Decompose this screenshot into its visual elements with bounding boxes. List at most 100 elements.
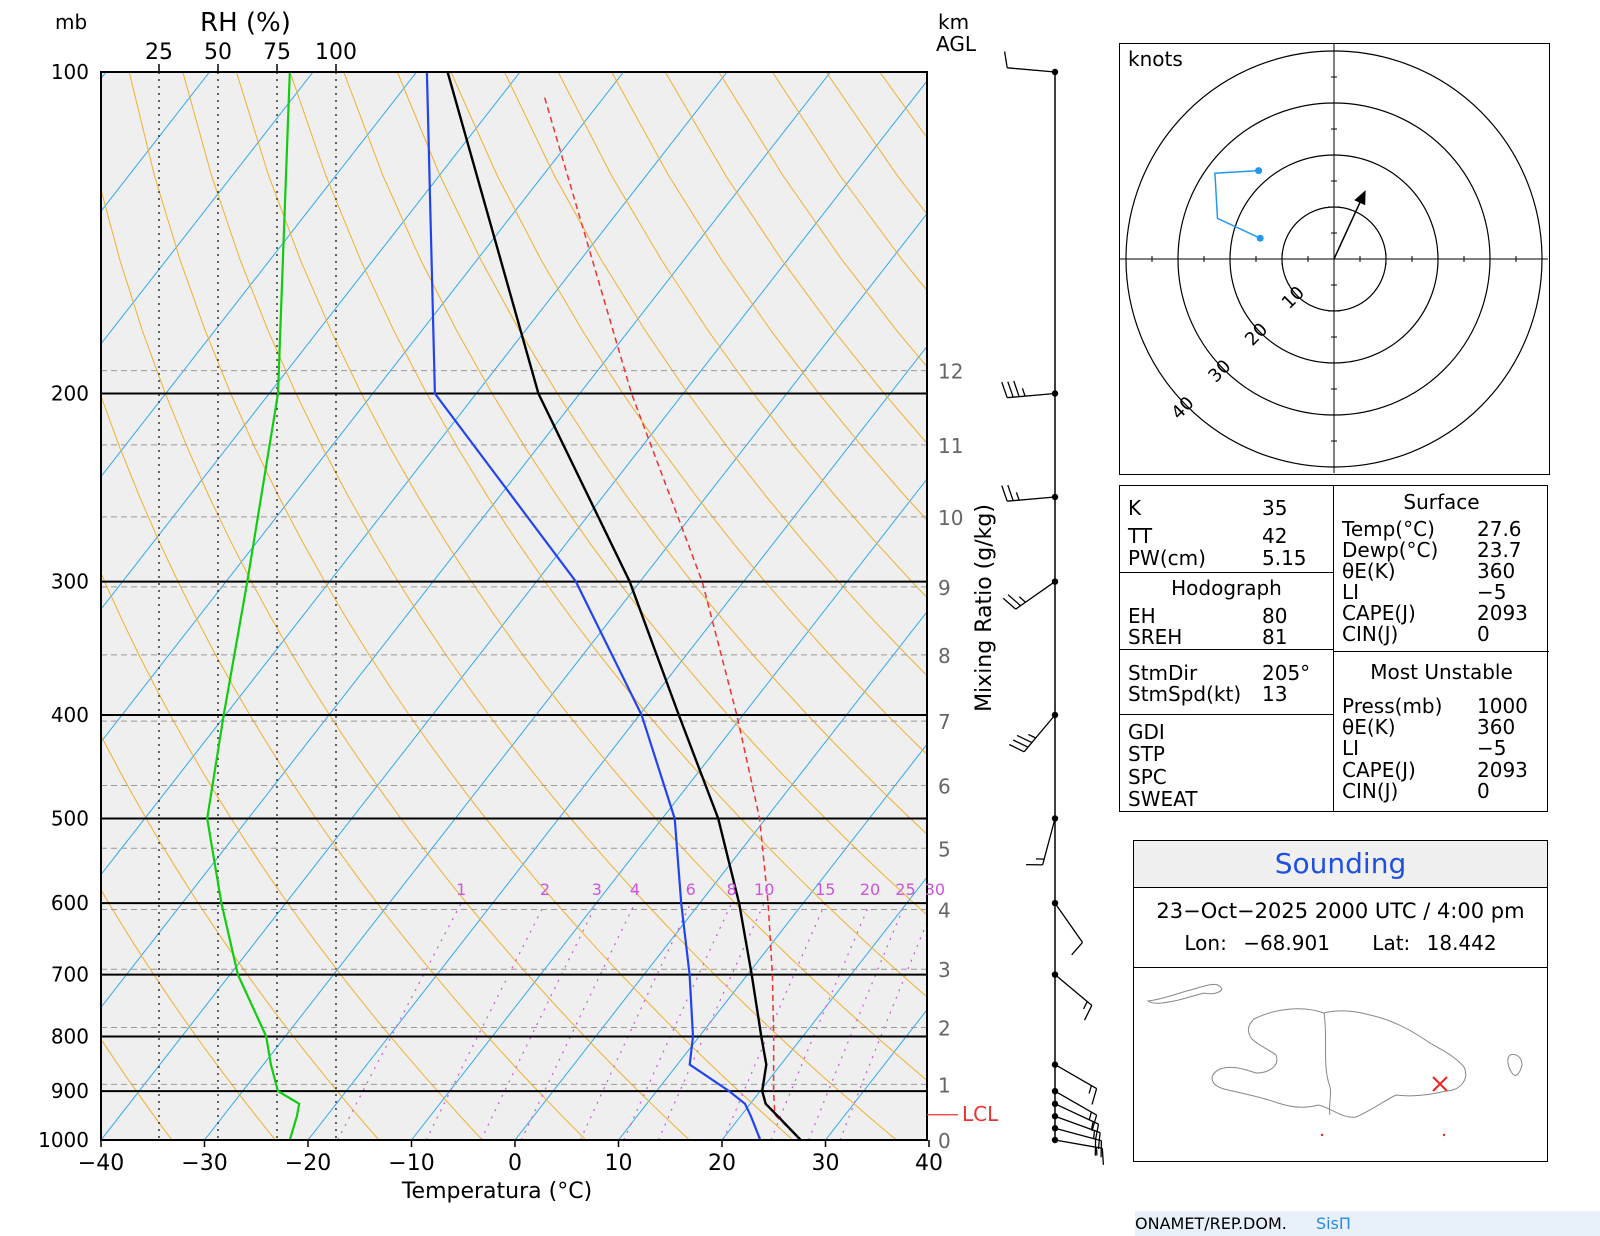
lcl-label: LCL (962, 1102, 999, 1126)
x-tick-label: 30 (812, 1151, 840, 1176)
surface-li-label: LI (1342, 580, 1360, 604)
most-unstable-header: Most Unstable (1370, 660, 1513, 684)
map-station-marker (1432, 1076, 1448, 1092)
x-tick-label: 20 (708, 1151, 736, 1176)
dry-adiabat-line (128, 72, 794, 1140)
dry-adiabat-line (101, 394, 587, 1140)
isotherm-line (101, 72, 624, 743)
wind-barb-staff (1041, 818, 1056, 866)
wind-barb-staff (1054, 1103, 1099, 1125)
isotherm-line (307, 345, 927, 1140)
rh-tick-label: 50 (204, 40, 232, 65)
mixing-ratio-label: 10 (754, 880, 774, 899)
hodograph-ring-label: 10 (1278, 282, 1309, 313)
mu-theta-value: 360 (1477, 715, 1516, 739)
mu-press-label: Press(mb) (1342, 694, 1443, 718)
surface-theta-value: 360 (1477, 559, 1516, 583)
barb-level-dot (1051, 390, 1059, 397)
wind-barb-full (1097, 1132, 1101, 1150)
pressure-tick-label: 600 (51, 891, 89, 915)
height-km-label: 12 (938, 360, 963, 384)
footer-agency: ONAMET/REP.DOM. (1135, 1214, 1287, 1233)
wind-barb-half (1028, 733, 1036, 739)
surface-theta-label: θE(K) (1342, 559, 1396, 583)
sreh-label: SREH (1128, 625, 1183, 649)
map-border (1323, 1012, 1332, 1116)
surface-cin-value: 0 (1477, 622, 1490, 646)
indices-panel: K 35 TT 42 PW(cm) 5.15 Hodograph EH 80 S… (1119, 485, 1549, 812)
mixing-ratio-label: 8 (727, 880, 737, 899)
wind-barb-full (1013, 380, 1020, 397)
dry-adiabat-line (101, 888, 276, 1140)
mixing-ratio-label: 3 (592, 880, 602, 899)
wind-barb-staff (1054, 1090, 1097, 1116)
pressure-tick-label: 700 (51, 963, 89, 987)
mu-cape-value: 2093 (1477, 758, 1528, 782)
stmdir-label: StmDir (1128, 661, 1198, 685)
height-unit-km: km (938, 10, 969, 34)
mu-cape-label: CAPE(J) (1342, 758, 1416, 782)
wind-barb-staff (1023, 714, 1056, 753)
mixing-ratio-line (480, 902, 598, 1140)
x-tick-label: −30 (181, 1151, 227, 1176)
height-km-label: 8 (938, 644, 951, 668)
wind-barb-full (1071, 941, 1083, 956)
height-km-label: 3 (938, 958, 951, 982)
hodograph-trace (1214, 169, 1261, 239)
dry-adiabat-line (235, 72, 927, 1082)
rh-tick-label: 100 (315, 40, 357, 65)
wind-barb-full (1094, 1123, 1100, 1141)
dry-adiabat-line (557, 72, 927, 599)
tt-index-label: TT (1128, 524, 1153, 548)
wind-barb-full (1001, 485, 1008, 502)
x-axis-title: Temperatura (°C) (401, 1179, 592, 1204)
stmspd-label: StmSpd(kt) (1128, 682, 1242, 706)
storm-motion-arrowhead (1354, 190, 1366, 206)
mixing-ratio-line (520, 902, 636, 1140)
dry-adiabat-line (343, 72, 927, 916)
pressure-unit-label: mb (55, 10, 87, 34)
height-km-label: 2 (938, 1016, 951, 1040)
sweat-label: SWEAT (1128, 787, 1198, 811)
hodograph-ring-label: 20 (1241, 319, 1272, 350)
isotherm-line (618, 743, 927, 1140)
dewpoint-trace (425, 72, 762, 1140)
wind-barb-half (1092, 1130, 1096, 1139)
map-dot (1320, 1133, 1324, 1137)
x-tick-label: 0 (508, 1151, 522, 1176)
height-km-label: 9 (938, 576, 951, 600)
pressure-tick-label: 500 (51, 806, 89, 830)
isotherm-line (101, 80, 927, 1140)
mixing-ratio-label: 1 (456, 880, 466, 899)
map-dot (1442, 1133, 1446, 1137)
pw-value: 5.15 (1262, 546, 1307, 570)
mixing-ratio-label: 2 (540, 880, 550, 899)
surface-li-value: −5 (1477, 580, 1507, 604)
wind-barb-staff (1054, 1115, 1101, 1134)
wind-barb-half (1088, 1085, 1093, 1094)
parcel-trace (543, 94, 802, 1140)
stmdir-value: 205° (1262, 661, 1311, 685)
surface-dewp-value: 23.7 (1477, 538, 1522, 562)
mu-cin-label: CIN(J) (1342, 779, 1399, 803)
map-coast-hispaniola (1211, 1008, 1467, 1118)
wind-barb-half (1088, 1111, 1093, 1121)
pressure-tick-label: 100 (51, 60, 89, 84)
wind-barb-full (1016, 734, 1033, 744)
height-km-label: 7 (938, 710, 951, 734)
dry-adiabat-line (101, 187, 690, 1140)
pressure-tick-label: 300 (51, 570, 89, 594)
eh-value: 80 (1262, 604, 1288, 628)
pressure-tick-label: 1000 (38, 1128, 89, 1152)
surface-temp-value: 27.6 (1477, 517, 1522, 541)
wind-barb-full (1007, 484, 1014, 501)
wind-barb-full (1101, 1148, 1105, 1165)
sounding-datetime: 23−Oct−2025 2000 UTC / 4:00 pm (1156, 899, 1525, 923)
wind-barb-full (1002, 597, 1017, 610)
mixing-ratio-label: 20 (860, 880, 880, 899)
wind-barb-half (1021, 388, 1026, 397)
hodograph-ring-label: 30 (1204, 356, 1235, 387)
temperature-trace (446, 72, 802, 1140)
hodograph-start-point (1256, 234, 1264, 242)
